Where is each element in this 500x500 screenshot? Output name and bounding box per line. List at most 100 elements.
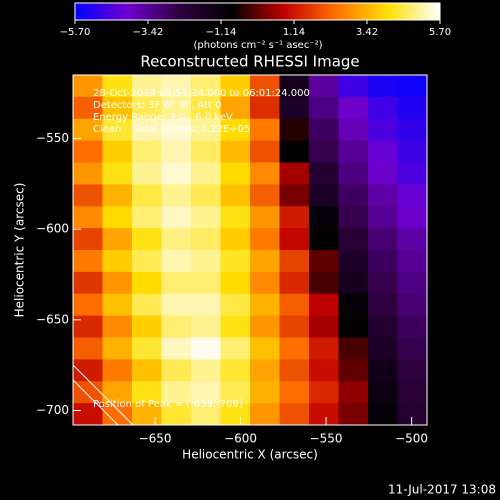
heatmap-cell xyxy=(309,359,339,382)
colorbar-swatch xyxy=(202,3,207,20)
colorbar-swatch xyxy=(430,3,435,20)
heatmap-cell xyxy=(368,271,398,295)
colorbar-swatch xyxy=(138,3,143,20)
heatmap-cell xyxy=(250,140,280,163)
heatmap-cell xyxy=(279,206,310,229)
heatmap-cell xyxy=(161,140,192,163)
colorbar-swatch xyxy=(236,3,240,20)
heatmap-cell xyxy=(338,293,369,317)
colorbar-swatch xyxy=(105,3,109,20)
heatmap-cell xyxy=(368,315,398,338)
heatmap-cell xyxy=(220,228,251,251)
colorbar-swatch xyxy=(108,3,112,20)
colorbar-swatch xyxy=(99,3,103,20)
heatmap-cell xyxy=(250,250,280,273)
heatmap-cell xyxy=(338,271,369,295)
heatmap-cell xyxy=(250,337,280,360)
x-tick-label: −600 xyxy=(224,432,257,446)
colorbar-swatch xyxy=(96,3,100,20)
heatmap-cell xyxy=(309,96,339,120)
colorbar-swatch xyxy=(184,3,189,20)
colorbar-swatch xyxy=(315,3,319,20)
colorbar-swatch xyxy=(81,3,85,20)
heatmap-cell xyxy=(279,118,310,142)
heatmap-cell xyxy=(368,162,398,185)
heatmap-cell xyxy=(102,96,133,120)
heatmap-cell xyxy=(220,315,251,338)
colorbar-swatch xyxy=(257,3,262,20)
colorbar-swatch xyxy=(129,3,134,20)
heatmap-cell xyxy=(132,228,162,251)
colorbar-frame xyxy=(74,2,441,21)
heatmap-cell xyxy=(220,381,251,404)
colorbar-swatch xyxy=(175,3,179,20)
colorbar-swatch xyxy=(111,3,116,20)
heatmap-cell xyxy=(161,96,192,120)
heatmap-cell xyxy=(220,337,251,360)
heatmap-cell xyxy=(368,140,398,163)
colorbar-swatch xyxy=(266,3,271,20)
heatmap-cell xyxy=(368,118,398,142)
heatmap-cell xyxy=(102,118,133,142)
heatmap-cell xyxy=(397,403,428,426)
colorbar-swatch xyxy=(357,3,362,20)
colorbar-swatch xyxy=(157,3,161,20)
heatmap-cell xyxy=(161,359,192,382)
colorbar-swatch xyxy=(90,3,94,20)
colorbar-swatch xyxy=(400,3,404,20)
heatmap-cell xyxy=(397,271,428,295)
heatmap-cell xyxy=(250,403,280,426)
heatmap-cell xyxy=(220,206,251,229)
heatmap-cell xyxy=(368,337,398,360)
colorbar-swatch xyxy=(269,3,274,20)
heatmap-cell xyxy=(73,315,103,338)
heatmap-cell xyxy=(397,96,428,120)
colorbar-swatch xyxy=(376,3,380,20)
heatmap-cell xyxy=(250,162,280,185)
heatmap-cell xyxy=(250,271,280,295)
heatmap-cell xyxy=(191,359,221,382)
colorbar-swatch xyxy=(397,3,401,20)
heatmap-cell xyxy=(279,381,310,404)
colorbar xyxy=(75,3,441,20)
colorbar-swatch xyxy=(336,3,341,20)
colorbar-swatch xyxy=(330,3,335,20)
heatmap-cell xyxy=(309,140,339,163)
heatmap-cell xyxy=(250,381,280,404)
colorbar-swatch xyxy=(327,3,331,20)
heatmap-cell xyxy=(191,206,221,229)
heatmap-cell xyxy=(338,118,369,142)
heatmap-cell xyxy=(338,184,369,207)
heatmap-cell xyxy=(279,315,310,338)
heatmap-cell xyxy=(397,184,428,207)
heatmap-cell xyxy=(220,403,251,426)
heatmap-cell xyxy=(250,315,280,338)
heatmap-cell xyxy=(102,162,133,185)
heatmap-cell xyxy=(102,271,133,295)
heatmap-cell xyxy=(397,206,428,229)
heatmap-cell xyxy=(73,184,103,207)
heatmap-cell xyxy=(309,118,339,142)
colorbar-swatch xyxy=(166,3,170,20)
heatmap-cell xyxy=(191,96,221,120)
heatmap-cell xyxy=(132,271,162,295)
heatmap-cell xyxy=(73,206,103,229)
heatmap-cell xyxy=(161,162,192,185)
heatmap-cell xyxy=(397,118,428,142)
colorbar-swatch xyxy=(251,3,255,20)
heatmap-cell xyxy=(397,359,428,382)
colorbar-swatch xyxy=(102,3,106,20)
colorbar-swatch xyxy=(169,3,173,20)
heatmap-cell xyxy=(102,359,133,382)
heatmap-cell xyxy=(338,381,369,404)
heatmap-cell xyxy=(132,140,162,163)
heatmap-cell xyxy=(102,140,133,163)
colorbar-swatch xyxy=(403,3,408,20)
heatmap-cell xyxy=(397,228,428,251)
colorbar-swatch xyxy=(367,3,371,20)
heatmap-cell xyxy=(102,403,133,426)
annotation: Clean Total counts: 4.22E+05 xyxy=(93,124,250,135)
y-tick-label: −600 xyxy=(36,222,69,236)
heatmap-cell xyxy=(250,118,280,142)
